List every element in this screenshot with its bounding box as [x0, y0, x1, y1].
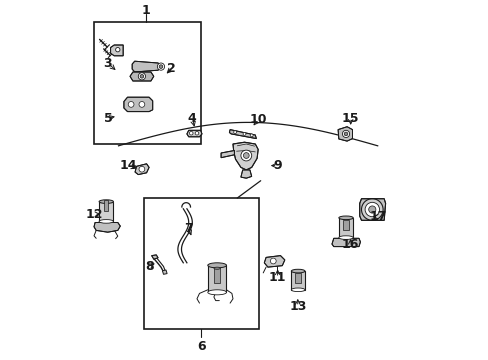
Circle shape: [361, 199, 382, 220]
Bar: [143, 198, 258, 329]
Text: 5: 5: [104, 112, 113, 125]
Circle shape: [138, 73, 145, 80]
Bar: [343, 220, 348, 230]
Text: 9: 9: [273, 159, 282, 172]
Polygon shape: [229, 130, 256, 139]
Polygon shape: [151, 255, 158, 259]
Circle shape: [243, 132, 245, 135]
Text: 6: 6: [197, 340, 205, 353]
Circle shape: [233, 131, 236, 134]
Text: 11: 11: [268, 271, 286, 284]
Polygon shape: [110, 45, 123, 56]
Circle shape: [270, 258, 276, 264]
Bar: [94, 22, 201, 144]
Circle shape: [139, 166, 144, 172]
Polygon shape: [232, 142, 258, 170]
Bar: [207, 265, 226, 292]
Circle shape: [157, 63, 164, 70]
Circle shape: [115, 48, 120, 52]
Text: 1: 1: [141, 4, 149, 17]
Text: 8: 8: [144, 260, 153, 273]
Polygon shape: [359, 199, 385, 220]
Ellipse shape: [291, 288, 305, 292]
Bar: [99, 202, 113, 221]
Polygon shape: [221, 150, 234, 158]
Circle shape: [195, 131, 199, 135]
Ellipse shape: [338, 216, 352, 220]
Polygon shape: [186, 130, 202, 137]
Ellipse shape: [99, 220, 113, 223]
Text: 13: 13: [288, 300, 306, 313]
Text: 2: 2: [167, 62, 176, 75]
Circle shape: [140, 75, 143, 78]
Ellipse shape: [291, 269, 305, 273]
Polygon shape: [331, 238, 360, 247]
Polygon shape: [337, 127, 352, 141]
Bar: [338, 218, 352, 238]
Ellipse shape: [213, 267, 220, 269]
Text: 16: 16: [341, 238, 359, 251]
Ellipse shape: [338, 236, 352, 239]
Circle shape: [342, 130, 349, 138]
Circle shape: [159, 65, 163, 68]
Circle shape: [241, 150, 251, 161]
Ellipse shape: [207, 290, 226, 295]
Bar: [213, 268, 220, 283]
Circle shape: [189, 131, 193, 135]
Text: 12: 12: [85, 208, 102, 221]
Polygon shape: [135, 164, 149, 175]
Text: 3: 3: [103, 57, 112, 69]
Text: 14: 14: [120, 159, 137, 172]
Polygon shape: [123, 97, 152, 112]
Polygon shape: [162, 270, 167, 274]
Ellipse shape: [99, 200, 113, 203]
Text: 7: 7: [184, 222, 193, 235]
Text: 10: 10: [249, 113, 266, 126]
Bar: [291, 271, 305, 290]
Polygon shape: [264, 256, 284, 267]
Circle shape: [368, 206, 375, 213]
Polygon shape: [241, 170, 251, 178]
Circle shape: [243, 153, 249, 158]
Polygon shape: [94, 222, 120, 232]
Text: 15: 15: [341, 112, 359, 125]
Ellipse shape: [207, 263, 226, 268]
Circle shape: [365, 202, 379, 217]
Circle shape: [250, 134, 253, 137]
Polygon shape: [132, 61, 161, 72]
Circle shape: [344, 132, 347, 136]
Text: 17: 17: [369, 210, 386, 223]
Circle shape: [139, 102, 144, 107]
Circle shape: [128, 102, 134, 107]
Text: 4: 4: [187, 112, 196, 125]
Bar: [295, 273, 301, 283]
Polygon shape: [130, 72, 153, 81]
Bar: [104, 200, 108, 211]
